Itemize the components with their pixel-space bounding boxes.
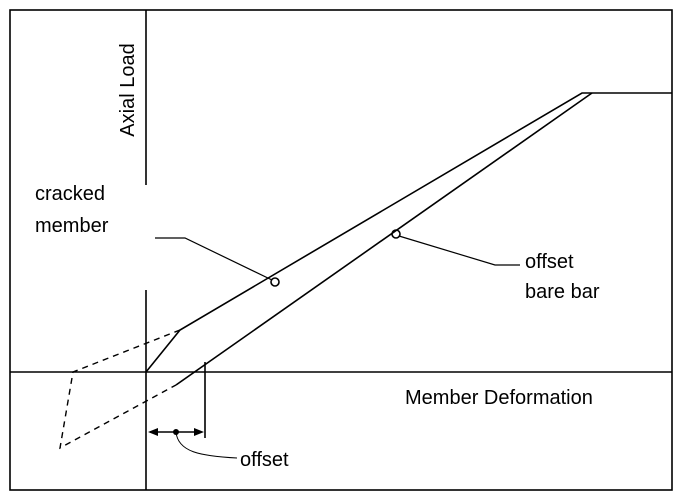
x-axis-label: Member Deformation: [405, 387, 593, 409]
cracked-member-curve: [145, 92, 672, 373]
leader: [155, 237, 273, 281]
label: offset: [240, 449, 289, 471]
y-axis-label: Axial Load: [117, 43, 139, 136]
marker: [270, 277, 280, 287]
marker: [391, 229, 401, 239]
label: member: [35, 215, 109, 237]
unloading-dashed: [59, 329, 181, 450]
label: offset: [525, 251, 574, 273]
arrowhead: [148, 428, 158, 436]
leader: [398, 235, 520, 266]
arrowhead: [194, 428, 204, 436]
leader: [175, 431, 238, 459]
frame: [9, 9, 673, 491]
label: cracked: [35, 183, 105, 205]
label: bare bar: [525, 281, 600, 303]
bare-bar-curve: [175, 92, 593, 386]
